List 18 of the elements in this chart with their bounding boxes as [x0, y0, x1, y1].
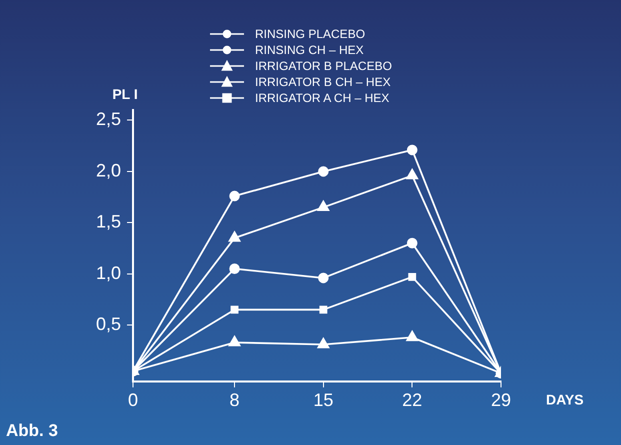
caption: Abb. 3 — [6, 421, 58, 441]
x-tick-label: 0 — [128, 390, 138, 410]
y-tick-label: 1,5 — [96, 212, 122, 232]
legend-label: IRRIGATOR B PLACEBO — [255, 58, 392, 74]
y-tick-label: 2,0 — [96, 160, 122, 180]
y-tick-label: 0,5 — [96, 314, 122, 334]
x-axis-title: DAYS — [546, 391, 584, 408]
legend-label: RINSING PLACEBO — [255, 26, 366, 42]
x-tick-label: 29 — [490, 390, 512, 410]
x-tick-label: 22 — [402, 390, 422, 410]
legend-label: IRRIGATOR A CH – HEX — [255, 90, 390, 106]
x-tick-label: 8 — [230, 390, 240, 410]
legend-label: IRRIGATOR B CH – HEX — [255, 74, 391, 90]
y-tick-label: 2,5 — [96, 109, 122, 130]
legend-label: RINSING CH – HEX — [255, 42, 364, 58]
x-tick-label: 15 — [313, 390, 334, 410]
y-tick-label: 1,0 — [96, 262, 122, 283]
y-axis-title: PL I — [112, 86, 138, 102]
